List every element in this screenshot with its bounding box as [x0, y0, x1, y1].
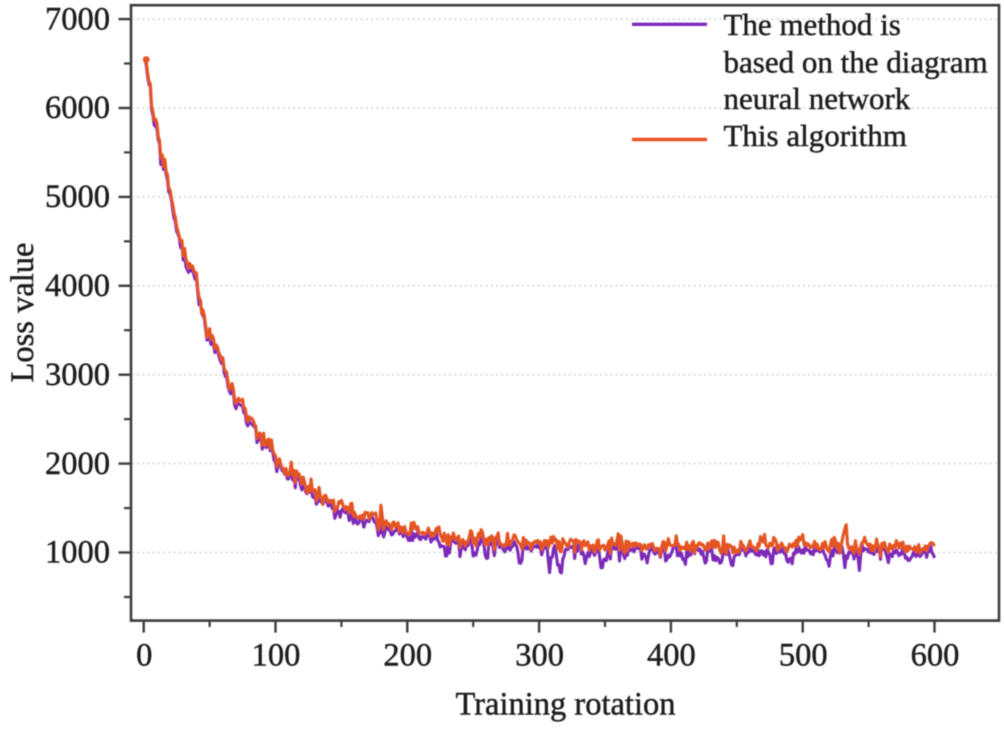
svg-text:2000: 2000	[45, 446, 110, 482]
svg-text:3000: 3000	[45, 357, 110, 393]
svg-text:neural network: neural network	[724, 81, 911, 116]
svg-text:300: 300	[515, 638, 564, 674]
svg-text:100: 100	[252, 638, 301, 674]
svg-text:The method is: The method is	[724, 7, 901, 42]
svg-text:0: 0	[136, 638, 152, 674]
svg-text:5000: 5000	[45, 179, 110, 215]
svg-text:600: 600	[911, 638, 960, 674]
svg-text:400: 400	[647, 638, 696, 674]
svg-text:This algorithm: This algorithm	[724, 118, 907, 153]
svg-text:4000: 4000	[45, 268, 110, 304]
svg-text:7000: 7000	[45, 1, 110, 37]
svg-text:500: 500	[779, 638, 828, 674]
svg-text:based on the diagram: based on the diagram	[724, 44, 988, 79]
svg-text:Training rotation: Training rotation	[456, 687, 676, 723]
svg-text:1000: 1000	[45, 535, 110, 571]
svg-text:200: 200	[383, 638, 432, 674]
svg-text:6000: 6000	[45, 90, 110, 126]
svg-text:Loss value: Loss value	[5, 243, 41, 383]
